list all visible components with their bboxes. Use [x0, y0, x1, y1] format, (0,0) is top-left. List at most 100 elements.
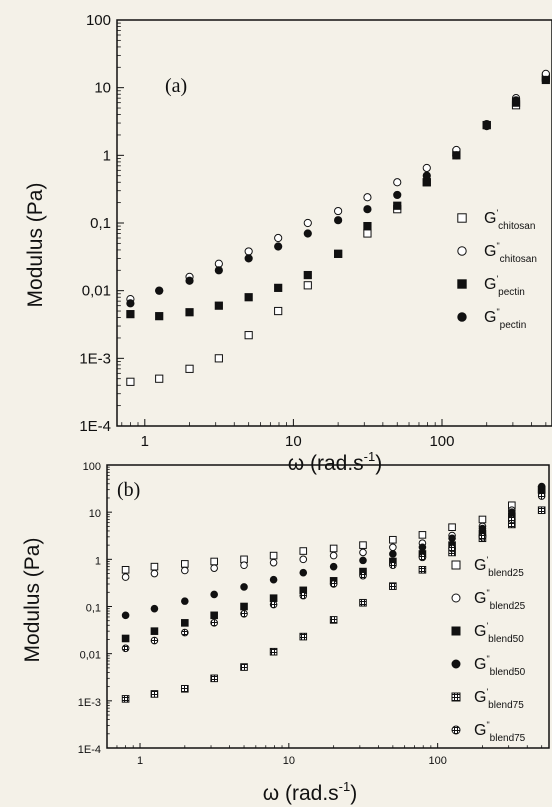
data-points: [126, 69, 550, 386]
y-tick-label: 1E-4: [79, 418, 111, 435]
data-point: [359, 571, 367, 580]
data-point: [334, 216, 343, 225]
data-point: [393, 178, 402, 187]
data-point: [329, 616, 338, 624]
data-point: [269, 600, 278, 609]
data-point: [210, 674, 218, 683]
data-points: [121, 482, 546, 703]
chart-panel-a: 100 10 1 0,1 0,01 1E-3 1E-4 1 10 100 (a) Modulus …: [24, 12, 552, 475]
data-point: [329, 544, 338, 553]
data-point: [359, 548, 367, 557]
legend-label: G'blend50: [474, 621, 524, 645]
y-tick-label: 0,01: [82, 283, 111, 300]
data-point: [448, 544, 456, 553]
legend-label: G'blend25: [474, 555, 524, 579]
data-point: [537, 506, 546, 515]
data-point: [185, 308, 194, 317]
x-axis-title: ω (rad.s-1): [263, 779, 357, 805]
data-point: [244, 293, 253, 302]
data-point: [121, 634, 130, 643]
series-blend75-loss: [121, 492, 546, 653]
legend-marker: [451, 692, 461, 702]
data-point: [359, 556, 367, 565]
data-point: [150, 562, 159, 571]
data-point: [269, 551, 278, 560]
data-point: [181, 684, 189, 693]
data-point: [329, 551, 338, 560]
data-point: [244, 247, 253, 256]
x-tick-label: 10: [283, 755, 295, 767]
y-tick-label: 100: [86, 12, 111, 29]
data-point: [210, 564, 218, 572]
data-point: [155, 374, 164, 383]
data-point: [537, 492, 546, 500]
data-point: [363, 221, 372, 231]
data-point: [299, 632, 308, 641]
data-point: [299, 555, 308, 564]
data-point: [274, 233, 283, 243]
data-point: [240, 602, 248, 611]
data-point: [274, 283, 283, 292]
data-point: [210, 611, 218, 620]
legend-marker: [451, 725, 461, 735]
series-blend50-loss: [121, 482, 546, 620]
data-point: [269, 594, 278, 602]
legend-label: G'pectin: [484, 274, 525, 298]
x-tick-label: 1: [137, 755, 143, 767]
data-point: [240, 561, 248, 570]
y-axis-title: Modulus (Pa): [21, 538, 44, 663]
data-point: [121, 611, 130, 620]
data-point: [155, 286, 164, 295]
y-tick-label: 1E-3: [79, 350, 111, 367]
data-point: [422, 171, 431, 180]
data-point: [363, 229, 372, 238]
y-tick-label: 1: [103, 147, 111, 164]
legend-label: G'blend75: [474, 687, 524, 711]
legend-marker: [457, 246, 467, 256]
data-point: [389, 535, 397, 544]
legend-marker: [451, 626, 461, 636]
data-point: [303, 270, 312, 280]
y-tick-label: 1E-3: [78, 697, 101, 709]
data-point: [240, 610, 248, 618]
data-point: [181, 566, 189, 575]
data-point: [121, 695, 130, 703]
data-point: [155, 312, 164, 321]
data-point: [393, 201, 402, 210]
data-point: [269, 558, 278, 567]
x-axis-title: ω (rad.s-1): [288, 449, 382, 475]
data-point: [181, 619, 189, 627]
data-point: [121, 573, 130, 581]
data-point: [329, 562, 338, 571]
data-point: [126, 299, 135, 308]
tick-marks: 100 10 1 0,1 0,01 1E-3 1E-4 1 10 100: [78, 461, 543, 767]
data-point: [537, 482, 546, 491]
data-point: [389, 550, 397, 558]
legend-marker: [457, 213, 467, 223]
data-point: [422, 163, 431, 173]
y-tick-label: 0,1: [86, 603, 101, 615]
data-point: [210, 619, 218, 627]
data-point: [181, 560, 189, 568]
data-point: [359, 598, 367, 607]
data-point: [210, 590, 218, 599]
panel-label: (b): [117, 479, 140, 501]
y-tick-label: 10: [94, 80, 111, 97]
legend-label: G"blend25: [474, 588, 526, 612]
legend-label: G"blend75: [474, 720, 526, 744]
data-point: [389, 582, 397, 590]
data-point: [274, 242, 283, 251]
legend-label: G'chitosan: [484, 208, 535, 232]
y-axis-title: Modulus (Pa): [24, 183, 47, 308]
data-point: [508, 515, 516, 524]
data-point: [363, 193, 372, 202]
data-point: [269, 647, 278, 656]
x-tick-label: 10: [285, 433, 302, 450]
data-point: [511, 96, 521, 105]
data-point: [240, 583, 248, 591]
data-point: [448, 534, 456, 543]
data-point: [121, 565, 130, 574]
data-point: [393, 190, 402, 200]
data-point: [150, 636, 159, 645]
